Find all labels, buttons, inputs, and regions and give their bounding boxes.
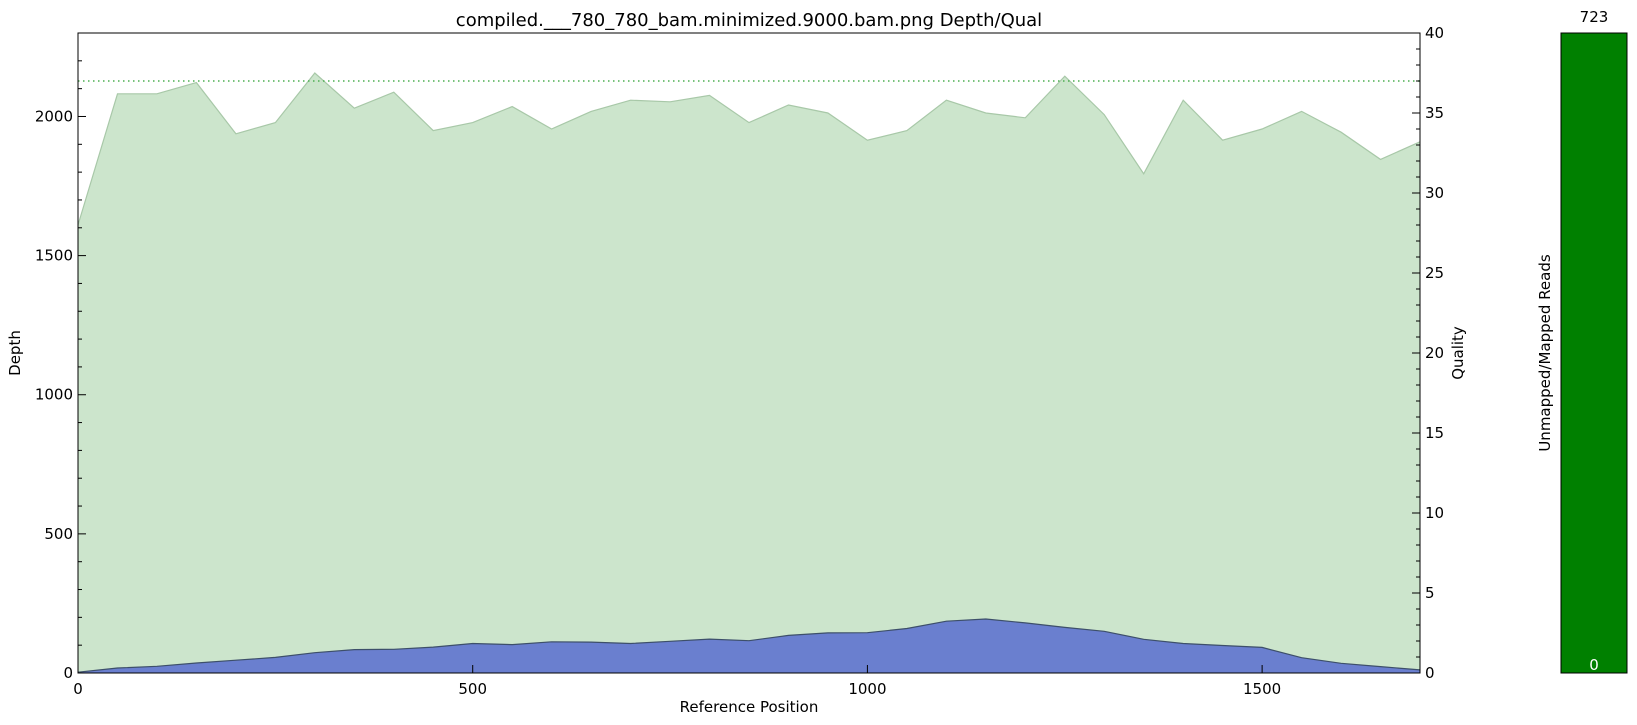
depth-area xyxy=(78,619,1420,673)
reads-bar-panel: 723 0 Unmapped/Mapped Reads xyxy=(1536,8,1628,674)
y2-tick-label: 35 xyxy=(1425,104,1444,122)
mapped-reads-bar xyxy=(1560,32,1628,674)
quality-area xyxy=(78,73,1420,673)
chart-title: compiled.___780_780_bam.minimized.9000.b… xyxy=(456,10,1042,31)
y-tick-label: 500 xyxy=(44,525,73,543)
y-tick-label: 2000 xyxy=(35,107,73,125)
reads-axis-label: Unmapped/Mapped Reads xyxy=(1536,254,1554,452)
y2-tick-label: 40 xyxy=(1425,24,1444,42)
reads-top-label: 723 xyxy=(1580,8,1609,26)
x-tick-label: 500 xyxy=(458,680,487,698)
plot-area xyxy=(77,32,1421,674)
x-tick-label: 1000 xyxy=(848,680,886,698)
y2-axis-label: Quality xyxy=(1449,326,1467,380)
reads-bottom-label: 0 xyxy=(1589,656,1599,674)
y-tick-label: 1500 xyxy=(35,247,73,265)
depth-line xyxy=(77,618,1421,673)
y-axis-ticks: 0 500 1000 1500 2000 xyxy=(35,32,86,682)
y-tick-label: 0 xyxy=(63,664,73,682)
y2-tick-label: 5 xyxy=(1425,584,1435,602)
y-axis-label: Depth xyxy=(6,330,24,376)
y2-axis-ticks: 0 5 10 15 20 25 30 35 40 xyxy=(1412,24,1444,682)
x-axis-label: Reference Position xyxy=(680,698,819,716)
x-tick-label: 0 xyxy=(73,680,83,698)
y2-tick-label: 20 xyxy=(1425,344,1444,362)
quality-line xyxy=(77,72,1421,226)
y2-tick-label: 25 xyxy=(1425,264,1444,282)
x-tick-label: 1500 xyxy=(1243,680,1281,698)
y2-tick-label: 10 xyxy=(1425,504,1444,522)
y2-tick-label: 30 xyxy=(1425,184,1444,202)
y-tick-label: 1000 xyxy=(35,386,73,404)
x-axis-ticks: 0 500 1000 1500 xyxy=(73,665,1281,698)
y2-tick-label: 0 xyxy=(1425,664,1435,682)
y2-tick-label: 15 xyxy=(1425,424,1444,442)
